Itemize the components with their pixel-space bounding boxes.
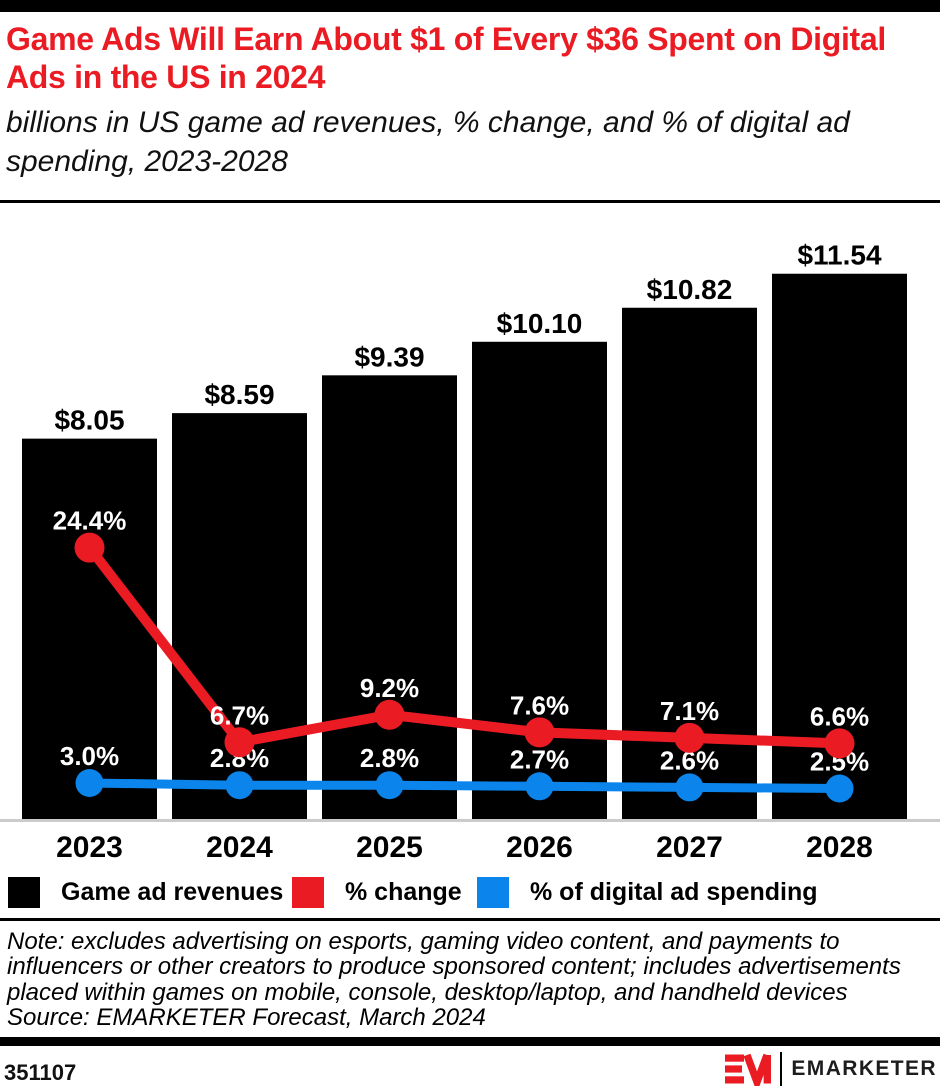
legend-swatch (477, 877, 509, 908)
change-dot-2028 (824, 728, 855, 759)
em-logo-icon (725, 1053, 772, 1086)
spending-dot-2026 (525, 772, 554, 801)
legend-item: % change (292, 877, 462, 908)
line-value-label: 2.7% (510, 744, 569, 774)
page-subtitle: billions in US game ad revenues, % chang… (6, 106, 850, 178)
x-axis-label-2023: 2023 (56, 831, 123, 864)
spending-dot-2025 (375, 771, 404, 800)
emarketer-logo: EMARKETER (725, 1051, 937, 1087)
change-dot-2026 (524, 717, 555, 748)
bar-value-label: $9.39 (354, 341, 424, 372)
legend-divider (0, 918, 940, 921)
legend-label: Game ad revenues (61, 878, 284, 906)
x-axis-label-2026: 2026 (506, 831, 573, 864)
logo-divider (780, 1052, 783, 1086)
line-value-label: 24.4% (53, 506, 127, 536)
change-dot-2027 (674, 722, 705, 753)
bar-line-chart: $8.05 2023 $8.59 2024 $9.39 2025 $10.10 2026 $10… (0, 240, 940, 864)
legend-item: % of digital ad spending (477, 877, 818, 908)
bar-2025 (322, 375, 457, 819)
legend-label: % change (345, 878, 462, 906)
note-line: placed within games on mobile, console, … (7, 978, 848, 1006)
bar-2023 (22, 438, 157, 819)
note-line: Note: excludes advertising on esports, g… (7, 928, 840, 955)
legend-item: Game ad revenues (8, 877, 283, 908)
logo-wordmark: EMARKETER (791, 1057, 937, 1080)
change-dot-2024 (224, 727, 255, 758)
line-value-label: 9.2% (360, 673, 419, 703)
bar-value-label: $8.05 (54, 405, 124, 436)
change-line (85, 544, 840, 749)
source-line: Source: EMARKETER Forecast, March 2024 (7, 1004, 486, 1032)
x-axis-label-2027: 2027 (656, 831, 723, 864)
header-divider (0, 200, 940, 203)
footer-black-bar (0, 1037, 940, 1046)
bar-2028 (772, 273, 907, 819)
spending-dot-2027 (675, 773, 704, 802)
note-block: Note: excludes advertising on esports, g… (7, 929, 933, 1031)
legend-swatch (292, 877, 324, 908)
x-axis-label-2025: 2025 (356, 831, 423, 864)
bar-value-label: $8.59 (204, 379, 274, 410)
spending-dot-2028 (825, 774, 854, 803)
x-axis-label-2024: 2024 (206, 831, 273, 864)
chart-id: 351107 (4, 1060, 77, 1085)
page-title: Game Ads Will Earn About $1 of Every $36… (6, 21, 886, 95)
bar-value-label: $10.10 (497, 308, 583, 339)
legend-swatch (8, 877, 40, 908)
spending-dot-2023 (75, 769, 104, 797)
top-black-bar (0, 0, 940, 12)
spending-dot-2024 (225, 771, 254, 800)
x-axis-line (0, 819, 940, 822)
note-line: influencers or other creators to produce… (7, 953, 901, 981)
line-value-label: 3.0% (60, 741, 119, 771)
bar-value-label: $11.54 (797, 240, 882, 271)
change-dot-2025 (374, 699, 405, 730)
change-dot-2023 (74, 532, 105, 563)
legend-label: % of digital ad spending (530, 878, 818, 906)
line-value-label: 6.6% (810, 701, 869, 731)
line-value-label: 2.8% (360, 743, 419, 773)
spending-line (89, 778, 840, 793)
bar-value-label: $10.82 (647, 274, 733, 305)
chart-legend: Game ad revenues % change % of digital ad … (0, 877, 940, 911)
line-value-label: 7.1% (660, 696, 719, 726)
line-value-label: 7.6% (510, 690, 569, 720)
x-axis-label-2028: 2028 (806, 831, 873, 864)
line-value-label: 6.7% (210, 700, 269, 730)
